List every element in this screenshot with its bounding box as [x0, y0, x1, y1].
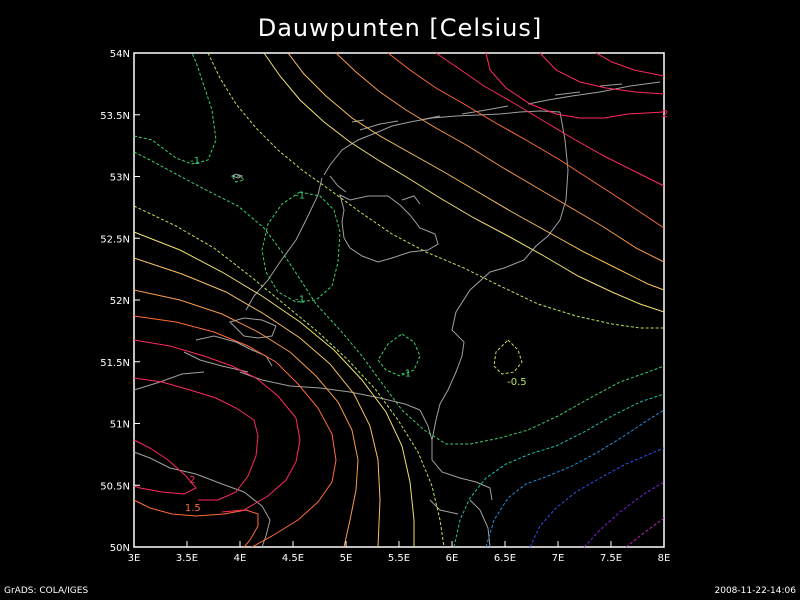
contour-label: -1	[295, 191, 305, 202]
lon-tick-label: 4E	[234, 553, 247, 564]
lon-tick-label: 6E	[446, 553, 459, 564]
contour-label: 1.5	[185, 503, 201, 514]
lon-tick-label: 5E	[340, 553, 353, 564]
lon-tick-label: 7.5E	[600, 553, 622, 564]
contour-label: -1	[401, 369, 411, 380]
lat-tick-label: 50.5N	[100, 481, 130, 492]
lat-tick-label: 52N	[110, 296, 130, 307]
lat-tick-label: 51N	[110, 420, 130, 431]
lat-tick-label: 50N	[110, 543, 130, 554]
lat-tick-label: 53.5N	[100, 111, 130, 122]
lon-tick-label: 7E	[552, 553, 565, 564]
footer-timestamp: 2008-11-22-14:06	[714, 586, 797, 596]
longitude-ticks: 3E 3.5E 4E 4.5E 5E 5.5E 6E 6.5E 7E 7.5E 8E	[128, 541, 671, 564]
lon-tick-label: 6.5E	[494, 553, 516, 564]
contour-label: -1	[295, 294, 305, 305]
lon-tick-label: 8E	[658, 553, 671, 564]
contour-label: -1	[190, 156, 200, 167]
contours	[133, 52, 665, 548]
lat-tick-label: 52.5N	[100, 234, 130, 245]
lon-tick-label: 3.5E	[176, 553, 198, 564]
lon-tick-label: 5.5E	[388, 553, 410, 564]
lon-tick-label: 3E	[128, 553, 141, 564]
contour-label: 2	[189, 475, 195, 486]
lat-tick-label: 54N	[110, 49, 130, 60]
map-frame	[133, 52, 665, 548]
lat-tick-label: 53N	[110, 173, 130, 184]
lat-tick-label: 51.5N	[100, 358, 130, 369]
contour-label: -0.5	[507, 377, 527, 388]
contour-labels: -1 -1 -1 -1 -0.5 2 1.5 2	[185, 109, 668, 514]
contour-label: 2	[662, 109, 668, 120]
lon-tick-label: 4.5E	[282, 553, 304, 564]
page-title: Dauwpunten [Celsius]	[257, 14, 543, 42]
footer-credit: GrADS: COLA/IGES	[4, 586, 89, 596]
latitude-ticks: 50N 50.5N 51N 51.5N 52N 52.5N 53N 53.5N 54N	[100, 49, 140, 554]
